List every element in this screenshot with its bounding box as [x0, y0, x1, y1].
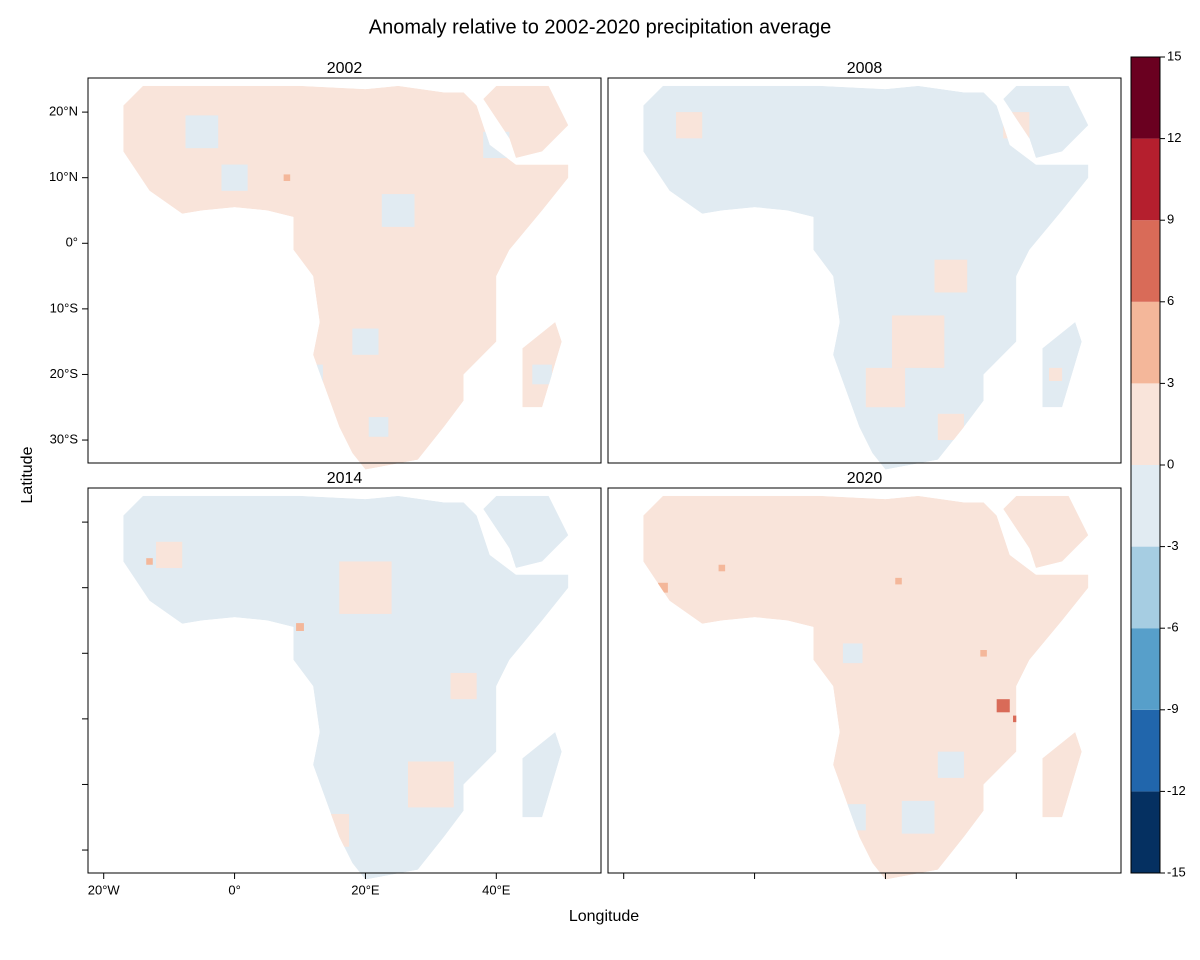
- anomaly-cell: [407, 761, 454, 808]
- colorbar-swatch: [1131, 383, 1160, 465]
- y-tick-label: 30°S: [50, 431, 79, 446]
- colorbar-swatch: [1131, 57, 1160, 139]
- anomaly-cell: [146, 558, 153, 565]
- colorbar-swatch: [1131, 301, 1160, 384]
- anomaly-cell: [316, 813, 350, 847]
- colorbar-swatch: [1131, 628, 1160, 710]
- chart-title: Anomaly relative to 2002-2020 precipitat…: [369, 16, 832, 38]
- anomaly-cell: [532, 364, 552, 385]
- x-tick-label: 0°: [228, 882, 240, 897]
- panel-title: 2020: [847, 470, 883, 487]
- y-axis-label: Latitude: [19, 446, 36, 503]
- anomaly-cell: [1003, 112, 1030, 139]
- anomaly-cell: [646, 167, 654, 175]
- land-base: [123, 495, 569, 880]
- map: [123, 495, 569, 880]
- anomaly-cell: [381, 194, 415, 227]
- colorbar-swatch: [1131, 791, 1160, 873]
- anomaly-cell: [803, 650, 811, 657]
- colorbar-tick-label: -6: [1167, 620, 1179, 635]
- map: [643, 85, 1089, 470]
- y-tick-label: 20°N: [49, 104, 78, 119]
- colorbar-tick-label: 9: [1167, 212, 1174, 227]
- anomaly-cell: [817, 735, 823, 742]
- land-base: [1042, 731, 1082, 818]
- colorbar-tick-label: 6: [1167, 293, 1174, 308]
- panel-frame: [87, 487, 602, 874]
- y-tick-label: 0°: [66, 235, 78, 250]
- anomaly-cell: [156, 541, 183, 569]
- map: [123, 85, 569, 470]
- anomaly-cell: [980, 650, 987, 657]
- anomaly-cell: [352, 328, 379, 355]
- land-base: [483, 85, 569, 159]
- panel-frame: [87, 77, 602, 464]
- land-base: [643, 85, 1089, 470]
- anomaly-cell: [185, 115, 219, 149]
- anomaly-cell: [815, 336, 825, 347]
- anomaly-cell: [339, 561, 392, 614]
- colorbar-tick-label: -15: [1167, 864, 1186, 879]
- colorbar-swatch: [1131, 465, 1160, 547]
- land-base: [522, 731, 562, 818]
- colorbar-tick-label: 0: [1167, 456, 1174, 471]
- anomaly-cell: [891, 315, 945, 368]
- panel-frame: [607, 77, 1122, 464]
- anomaly-cell: [283, 174, 291, 181]
- land-base: [643, 495, 1089, 880]
- anomaly-cell: [996, 699, 1010, 713]
- colorbar-tick-label: -3: [1167, 538, 1179, 553]
- x-tick-label: 40°E: [482, 882, 511, 897]
- panel-title: 2008: [847, 60, 883, 77]
- anomaly-cell: [937, 413, 964, 441]
- colorbar-swatch: [1131, 709, 1160, 792]
- land-base: [1003, 495, 1089, 569]
- anomaly-cell: [815, 733, 825, 744]
- y-tick-label: 10°S: [50, 300, 79, 315]
- x-tick-label: 20°E: [351, 882, 380, 897]
- y-tick-label: 20°S: [50, 366, 79, 381]
- anomaly-cell: [1049, 367, 1063, 382]
- anomaly-cell: [483, 131, 510, 159]
- land-base: [483, 495, 569, 569]
- anomaly-cell: [865, 367, 906, 408]
- anomaly-cell: [450, 672, 477, 700]
- anomaly-cell: [221, 164, 248, 191]
- panel-frame: [607, 487, 1122, 874]
- colorbar-tick-label: 15: [1167, 48, 1181, 63]
- panel-title: 2002: [327, 60, 363, 77]
- land-base: [1003, 85, 1089, 159]
- colorbar-tick-label: 12: [1167, 130, 1181, 145]
- colorbar-swatch: [1131, 138, 1160, 221]
- anomaly-cell: [718, 564, 726, 572]
- anomaly-cell: [901, 800, 935, 834]
- colorbar-swatch: [1131, 546, 1160, 629]
- anomaly-cell: [676, 112, 703, 139]
- colorbar-swatch: [1131, 220, 1160, 302]
- anomaly-cell: [1013, 715, 1020, 723]
- colorbar-tick-label: -12: [1167, 783, 1186, 798]
- anomaly-cell: [839, 804, 866, 831]
- anomaly-cell: [658, 582, 668, 593]
- x-axis-label: Longitude: [569, 908, 639, 925]
- anomaly-cell: [368, 417, 389, 437]
- y-tick-label: 10°N: [49, 169, 78, 184]
- anomaly-cell: [842, 643, 863, 664]
- anomaly-cell: [895, 577, 902, 585]
- panel-title: 2014: [327, 470, 363, 487]
- map: [643, 495, 1089, 880]
- anomaly-cell: [937, 751, 964, 778]
- anomaly-cell: [303, 364, 323, 385]
- land-base: [1042, 321, 1082, 408]
- colorbar-tick-label: -9: [1167, 701, 1179, 716]
- anomaly-cell: [296, 623, 304, 631]
- x-tick-label: 20°W: [88, 882, 121, 897]
- anomaly-cell: [934, 259, 968, 293]
- colorbar-tick-label: 3: [1167, 375, 1174, 390]
- anomaly-cell: [816, 325, 824, 332]
